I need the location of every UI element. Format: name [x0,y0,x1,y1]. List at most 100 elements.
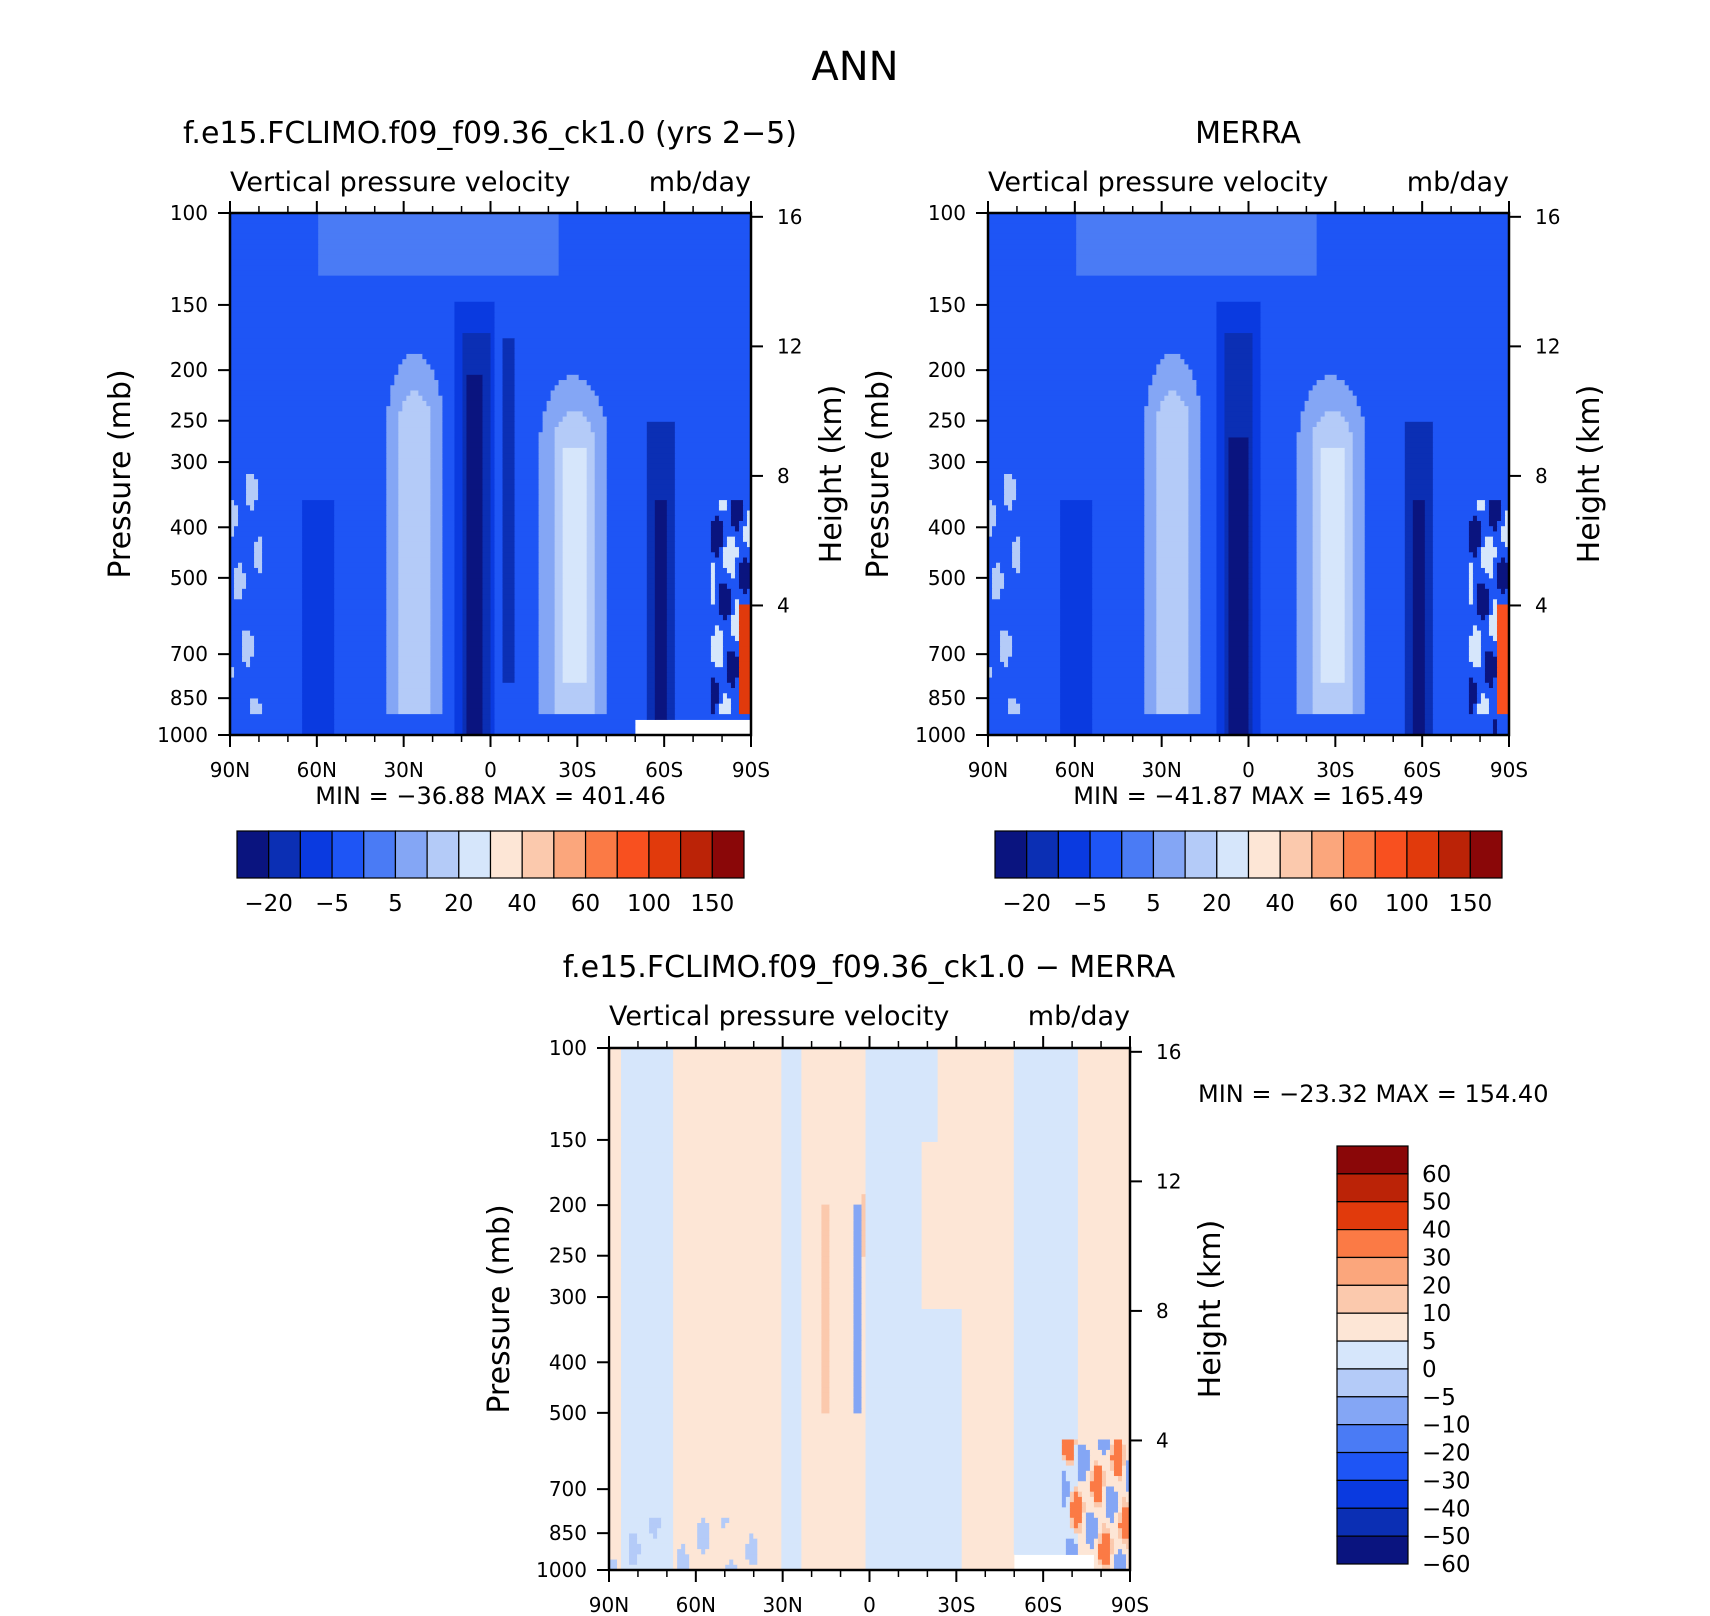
colorbar-swatch [1336,1451,1409,1481]
y2-axis-title: Height (km) [1193,1220,1228,1399]
colorbar-swatch [1057,830,1091,879]
variable-label: Vertical pressure velocity [609,1001,949,1032]
colorbar-label: 100 [627,891,671,917]
colorbar-label: 40 [508,891,537,917]
colorbar-swatch [1342,830,1376,879]
colorbar-label: −30 [1422,1468,1471,1494]
y-tick-label: 150 [549,1128,587,1152]
colorbar-swatch [553,830,587,879]
colorbar-swatch [236,830,270,879]
colorbar-label: 40 [1422,1218,1451,1244]
x-tick-label: 30N [383,758,423,782]
colorbar-swatch [363,830,397,879]
colorbar-label: 150 [690,891,734,917]
colorbar-swatch [394,830,428,879]
colorbar-swatch [584,830,618,879]
colorbar: −20 −5 5 20 40 60 100 150 [236,830,745,917]
colorbar: −20 −5 5 20 40 60 100 150 [994,830,1503,917]
y-tick-label: 150 [928,293,966,317]
min-max-label: MIN = −23.32 MAX = 154.40 [1198,1080,1548,1108]
y2-tick-label: 8 [1156,1299,1169,1323]
colorbar-swatch [1438,830,1471,879]
y2-tick-label: 4 [777,593,790,617]
colorbar-swatch [994,830,1028,879]
colorbar-swatch [648,830,682,879]
colorbar-label: 40 [1266,891,1295,917]
panel-title: f.e15.FCLIMO.f09_f09.36_ck1.0 (yrs 2−5) [183,116,797,151]
x-tick-label: 30N [1141,758,1181,782]
page-title: ANN [811,44,898,90]
y-tick-label: 200 [549,1193,587,1217]
colorbar-swatch [1121,830,1155,879]
units-label: mb/day [1407,167,1509,198]
colorbar-label: −60 [1422,1552,1471,1578]
colorbar-label: 100 [1385,891,1429,917]
colorbar-swatch [1336,1396,1409,1426]
colorbar-swatch [1336,1507,1409,1537]
y2-axis-title: Height (km) [814,385,849,564]
panel-model: f.e15.FCLIMO.f09_f09.36_ck1.0 (yrs 2−5) V… [103,116,849,917]
x-tick-label: 0 [863,1593,876,1616]
colorbar-swatch [521,830,555,879]
colorbar-label: 150 [1448,891,1492,917]
variable-label: Vertical pressure velocity [230,167,570,198]
y-tick-label: 850 [170,686,208,710]
colorbar-swatch [1406,830,1440,879]
x-tick-label: 60S [1403,758,1441,782]
colorbar-swatch [1336,1340,1409,1370]
colorbar-label: −5 [1422,1385,1456,1411]
y-tick-label: 700 [170,642,208,666]
y-tick-label: 300 [549,1285,587,1309]
colorbar-label: −5 [315,891,349,917]
x-tick-label: 90N [968,758,1008,782]
colorbar-swatch [268,830,301,879]
x-tick-label: 90N [589,1593,629,1616]
y-tick-label: 150 [170,293,208,317]
y-tick-label: 700 [928,642,966,666]
colorbar-swatch [680,830,713,879]
colorbar-label: −10 [1422,1413,1471,1439]
y2-tick-label: 8 [1535,464,1548,488]
colorbar-label: 20 [444,891,473,917]
colorbar-label: 30 [1422,1245,1451,1271]
y-tick-label: 400 [549,1350,587,1374]
panel-merra: MERRA Vertical pressure velocity mb/day 100… [861,116,1607,917]
colorbar-swatch [1336,1535,1409,1565]
y2-tick-label: 16 [1156,1040,1181,1064]
contour-field [988,213,1509,735]
colorbar-swatch [1336,1201,1409,1231]
colorbar-label: 60 [1422,1162,1451,1188]
colorbar-swatch [1336,1368,1409,1398]
x-tick-label: 90S [732,758,770,782]
y2-tick-label: 12 [1535,334,1560,358]
colorbar-label: 60 [1329,891,1358,917]
colorbar-swatch [711,830,745,879]
y-tick-label: 400 [928,515,966,539]
colorbar-label: −5 [1073,891,1107,917]
x-tick-label: 30S [937,1593,975,1616]
x-tick-label: 60N [297,758,337,782]
y-tick-label: 300 [170,450,208,474]
colorbar-label: −40 [1422,1496,1471,1522]
colorbar-swatch [1336,1228,1409,1259]
y-axis-title: Pressure (mb) [103,369,138,578]
colorbar-label: 0 [1422,1357,1437,1383]
y-tick-label: 500 [549,1401,587,1425]
colorbar-swatch [1374,830,1408,879]
y-axis-title: Pressure (mb) [861,369,896,578]
y2-tick-label: 12 [777,334,802,358]
colorbar-label: 60 [571,891,600,917]
y-tick-label: 300 [928,450,966,474]
units-label: mb/day [1028,1001,1130,1032]
x-tick-label: 90S [1111,1593,1149,1616]
y-tick-label: 850 [549,1521,587,1545]
colorbar-swatch [426,830,460,879]
colorbar-swatch [1216,830,1250,879]
colorbar-swatch [1089,830,1123,879]
colorbar-label: −20 [244,891,293,917]
colorbar-label: 5 [1422,1329,1437,1355]
contour-field [230,213,751,735]
min-max-label: MIN = −41.87 MAX = 165.49 [1073,782,1423,810]
y-tick-label: 200 [928,358,966,382]
